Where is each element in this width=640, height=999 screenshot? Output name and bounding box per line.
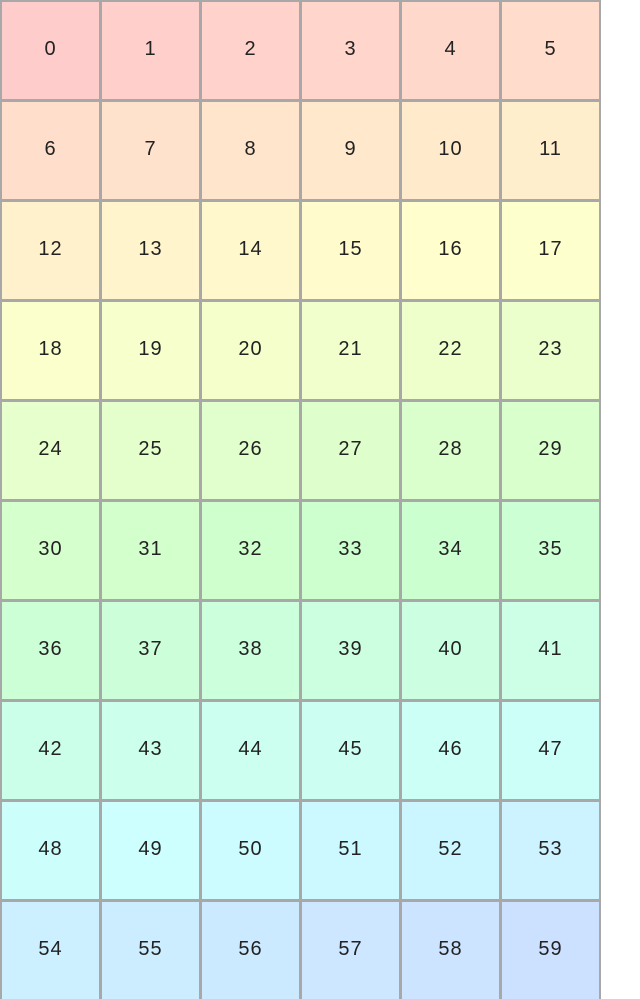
grid-cell[interactable]: 34 [402,502,499,599]
grid-cell[interactable]: 44 [202,702,299,799]
grid-cell[interactable]: 17 [502,202,599,299]
grid-cell[interactable]: 41 [502,602,599,699]
grid-cell[interactable]: 6 [2,102,99,199]
grid-cell[interactable]: 5 [502,2,599,99]
grid-cell[interactable]: 50 [202,802,299,899]
grid-cell[interactable]: 18 [2,302,99,399]
grid-cell[interactable]: 32 [202,502,299,599]
grid-cell[interactable]: 47 [502,702,599,799]
grid-cell[interactable]: 48 [2,802,99,899]
grid-cell[interactable]: 24 [2,402,99,499]
grid-cell[interactable]: 0 [2,2,99,99]
grid-cell[interactable]: 55 [102,902,199,999]
grid-cell[interactable]: 51 [302,802,399,899]
grid-cell[interactable]: 43 [102,702,199,799]
grid-cell[interactable]: 59 [502,902,599,999]
grid-cell[interactable]: 19 [102,302,199,399]
grid-cell[interactable]: 35 [502,502,599,599]
grid-cell[interactable]: 36 [2,602,99,699]
grid-cell[interactable]: 11 [502,102,599,199]
grid-cell[interactable]: 25 [102,402,199,499]
grid-cell[interactable]: 53 [502,802,599,899]
grid-cell[interactable]: 13 [102,202,199,299]
grid-cell[interactable]: 49 [102,802,199,899]
grid-cell[interactable]: 21 [302,302,399,399]
grid-cell[interactable]: 33 [302,502,399,599]
grid-cell[interactable]: 28 [402,402,499,499]
grid-cell[interactable]: 58 [402,902,499,999]
grid-cell[interactable]: 9 [302,102,399,199]
grid-cell[interactable]: 39 [302,602,399,699]
grid-cell[interactable]: 10 [402,102,499,199]
grid-cell[interactable]: 42 [2,702,99,799]
grid-cell[interactable]: 40 [402,602,499,699]
grid-cell[interactable]: 26 [202,402,299,499]
grid-cell[interactable]: 46 [402,702,499,799]
grid-cell[interactable]: 4 [402,2,499,99]
grid-cell[interactable]: 27 [302,402,399,499]
grid-cell[interactable]: 1 [102,2,199,99]
grid-cell[interactable]: 54 [2,902,99,999]
grid-cell[interactable]: 12 [2,202,99,299]
grid-cell[interactable]: 45 [302,702,399,799]
grid-cell[interactable]: 30 [2,502,99,599]
grid-cell[interactable]: 2 [202,2,299,99]
grid-cell[interactable]: 16 [402,202,499,299]
grid-cell[interactable]: 52 [402,802,499,899]
grid-cell[interactable]: 20 [202,302,299,399]
grid-cell[interactable]: 22 [402,302,499,399]
grid-cell[interactable]: 15 [302,202,399,299]
grid-cell[interactable]: 3 [302,2,399,99]
grid-cell[interactable]: 7 [102,102,199,199]
grid-cell[interactable]: 8 [202,102,299,199]
grid-cell[interactable]: 37 [102,602,199,699]
number-grid: 0 1 2 3 4 5 6 7 8 9 10 11 12 13 14 15 16 17 18 19 20 21 22 23 24… [0,0,601,999]
grid-cell[interactable]: 38 [202,602,299,699]
grid-cell[interactable]: 57 [302,902,399,999]
grid-cell[interactable]: 23 [502,302,599,399]
grid-cell[interactable]: 31 [102,502,199,599]
grid-cell[interactable]: 14 [202,202,299,299]
grid-cell[interactable]: 29 [502,402,599,499]
grid-cell[interactable]: 56 [202,902,299,999]
